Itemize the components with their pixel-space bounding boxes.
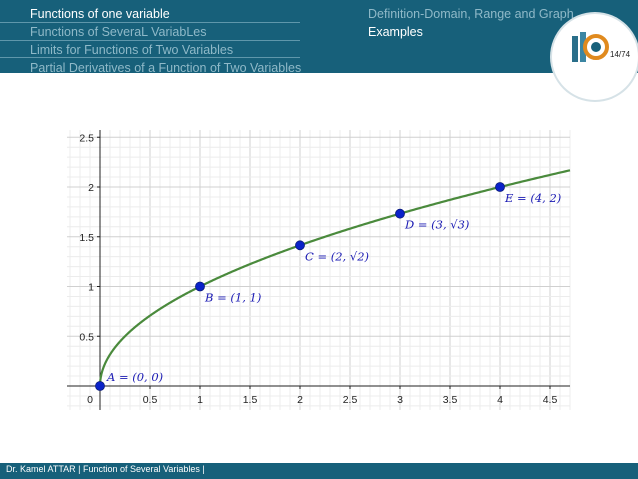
chart-grid bbox=[67, 130, 571, 410]
x-tick-label: 1 bbox=[197, 394, 203, 406]
y-tick-label: 1 bbox=[88, 282, 94, 294]
point-label: B = (1, 1) bbox=[204, 291, 261, 305]
header-bar: Functions of one variable Functions of S… bbox=[0, 0, 638, 75]
x-tick-label: 4.5 bbox=[543, 394, 558, 406]
x-tick-label: 0 bbox=[87, 394, 93, 406]
nav-item-functions-one-variable[interactable]: Functions of one variable bbox=[30, 7, 170, 21]
chart-curve bbox=[98, 169, 571, 386]
chart-axes bbox=[67, 130, 570, 410]
y-tick-label: 0.5 bbox=[79, 331, 94, 343]
y-tick-label: 2 bbox=[88, 182, 94, 194]
x-tick-label: 3 bbox=[397, 394, 403, 406]
sqrt-curve bbox=[98, 169, 571, 386]
nav-item-examples[interactable]: Examples bbox=[368, 25, 423, 39]
university-logo bbox=[552, 14, 638, 100]
x-tick-label: 3.5 bbox=[443, 394, 458, 406]
point-label: D = (3, √3) bbox=[404, 218, 469, 232]
x-tick-label: 2.5 bbox=[343, 394, 358, 406]
nav-subsections: Definition-Domain, Range and Graph Examp… bbox=[368, 5, 574, 41]
x-tick-label: 4 bbox=[497, 394, 503, 406]
point-label: C = (2, √2) bbox=[305, 249, 369, 263]
y-tick-label: 2.5 bbox=[79, 132, 94, 144]
point-marker bbox=[395, 208, 405, 219]
y-tick-label: 1.5 bbox=[79, 232, 94, 244]
x-tick-label: 2 bbox=[297, 394, 303, 406]
footer-bar: Dr. Kamel ATTAR | Function of Several Va… bbox=[0, 463, 638, 479]
chart-tick-labels: 0 0.5 1 1.5 2 2.5 3 3.5 4 4.5 0.5 1 1.5 2 2.5 bbox=[79, 132, 557, 406]
nav-item-partial-derivatives[interactable]: Partial Derivatives of a Function of Two… bbox=[30, 61, 302, 75]
x-tick-label: 0.5 bbox=[143, 394, 158, 406]
nav-separator bbox=[0, 57, 300, 58]
nav-item-limits[interactable]: Limits for Functions of Two Variables bbox=[30, 43, 234, 57]
logo-emblem-icon bbox=[572, 32, 609, 62]
point-label: A = (0, 0) bbox=[106, 370, 163, 384]
nav-separator bbox=[0, 22, 300, 23]
point-marker bbox=[95, 381, 105, 391]
point-label: E = (4, 2) bbox=[504, 191, 561, 205]
nav-item-definition-domain[interactable]: Definition-Domain, Range and Graph bbox=[368, 7, 574, 21]
x-tick-label: 1.5 bbox=[243, 394, 258, 406]
nav-separator bbox=[0, 40, 300, 41]
point-marker bbox=[295, 240, 305, 251]
page-indicator: 14/74 bbox=[610, 50, 631, 59]
point-marker bbox=[195, 281, 205, 292]
footer-text: Dr. Kamel ATTAR | Function of Several Va… bbox=[6, 464, 205, 474]
nav-item-functions-several-variables[interactable]: Functions of SeveraL VariabLes bbox=[30, 25, 207, 39]
point-marker bbox=[495, 182, 505, 192]
nav-sections: Functions of one variable Functions of S… bbox=[30, 5, 301, 77]
chart-points: A = (0, 0) B = (1, 1) C = (2, √2) D = (3, √… bbox=[95, 182, 561, 391]
